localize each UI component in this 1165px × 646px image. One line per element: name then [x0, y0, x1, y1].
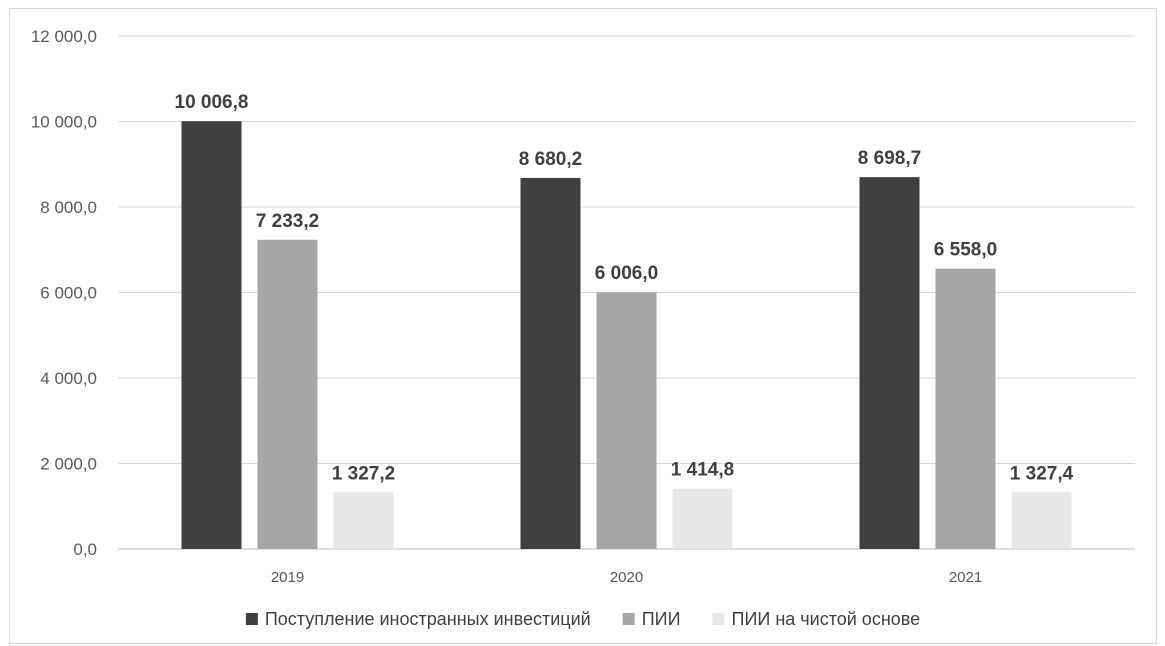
- data-label: 1 327,2: [332, 463, 395, 484]
- data-label: 10 006,8: [175, 92, 249, 113]
- data-label: 7 233,2: [256, 211, 319, 232]
- legend-label: Поступление иностранных инвестиций: [265, 609, 591, 629]
- x-tick-label: 2019: [271, 569, 304, 586]
- bar-2019-series-0: [181, 121, 242, 550]
- y-tick-label: 4 000,0: [40, 369, 97, 388]
- y-tick-label: 12 000,0: [31, 27, 97, 46]
- data-label: 1 414,8: [671, 460, 734, 481]
- legend: Поступление иностранных инвестиций ПИИ ПИИ…: [245, 609, 921, 629]
- bar-2021-series-2: [1011, 492, 1072, 549]
- x-tick-label: 2020: [610, 569, 643, 586]
- y-tick-label: 2 000,0: [40, 455, 97, 474]
- data-label: 8 680,2: [519, 149, 582, 170]
- bar-2020-series-0: [520, 177, 581, 549]
- y-axis-labels: 0,0 2 000,0 4 000,0 6 000,0 8 000,0 10 000,0 1…: [31, 27, 97, 559]
- bar-2021-series-1: [935, 268, 996, 549]
- y-tick-label: 6 000,0: [40, 284, 97, 303]
- bar-2020-series-1: [596, 292, 657, 549]
- data-label: 6 006,0: [595, 263, 658, 284]
- bar-2021-series-0: [859, 177, 920, 550]
- bar-2020-series-2: [672, 488, 733, 549]
- data-label: 6 558,0: [934, 240, 997, 261]
- bar-2019-series-1: [257, 239, 318, 549]
- legend-swatch: [245, 613, 258, 625]
- legend-label: ПИИ на чистой основе: [732, 609, 921, 629]
- legend-label: ПИИ: [642, 609, 681, 629]
- data-label: 8 698,7: [858, 148, 921, 169]
- legend-swatch: [622, 613, 635, 625]
- bar-2019-series-2: [333, 492, 394, 549]
- legend-swatch: [712, 613, 725, 625]
- bars: [181, 121, 1072, 550]
- x-axis-labels: 2019 2020 2021: [271, 569, 982, 586]
- y-tick-label: 8 000,0: [40, 198, 97, 217]
- y-tick-label: 10 000,0: [31, 113, 97, 132]
- y-tick-label: 0,0: [73, 540, 97, 559]
- x-tick-label: 2021: [949, 569, 982, 586]
- data-label: 1 327,4: [1010, 463, 1074, 484]
- data-labels: 10 006,8 7 233,2 1 327,2 8 680,2 6 006,0 1 41…: [175, 92, 1074, 484]
